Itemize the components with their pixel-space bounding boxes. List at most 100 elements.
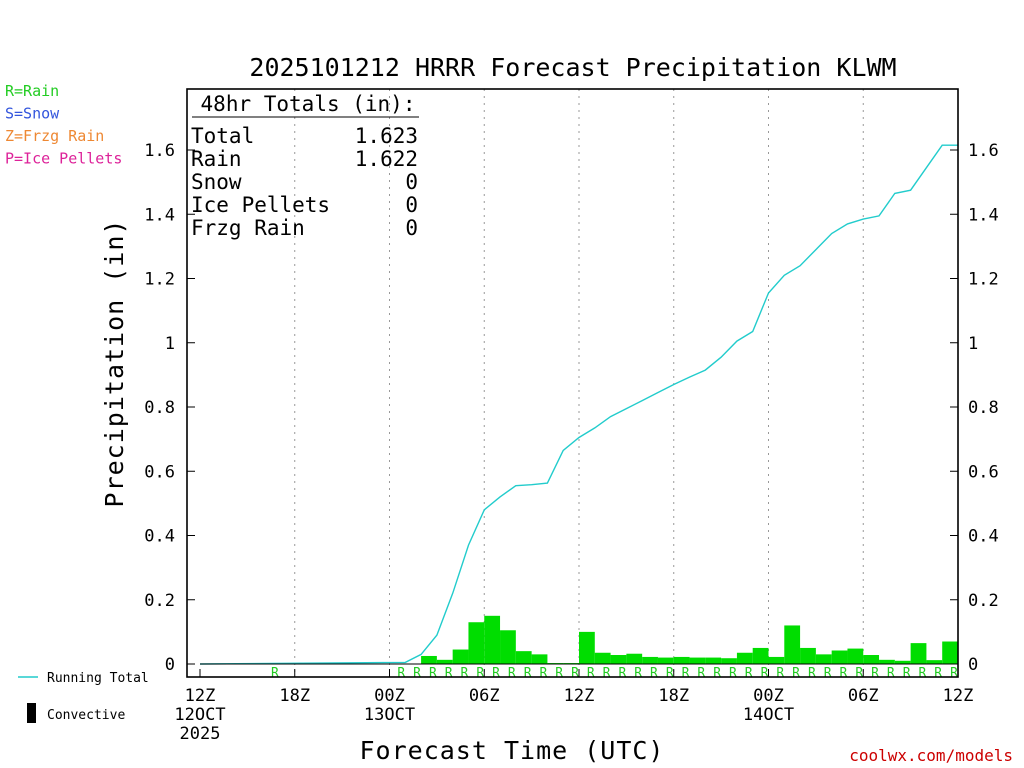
precip-bar bbox=[847, 648, 864, 664]
y-tick-label-left: 0 bbox=[165, 655, 175, 675]
ptype-marker: R bbox=[919, 666, 927, 681]
ptype-marker: R bbox=[713, 666, 721, 681]
ptype-marker: R bbox=[840, 666, 848, 681]
y-tick-label-right: 0.4 bbox=[968, 527, 999, 547]
precip-bar bbox=[484, 615, 501, 664]
totals-label: Frzg Rain bbox=[191, 216, 305, 240]
totals-label: Rain bbox=[191, 147, 242, 171]
ptype-marker: R bbox=[666, 666, 674, 681]
ptype-marker: R bbox=[792, 666, 800, 681]
precip-bar bbox=[657, 657, 674, 664]
y-tick-label-left: 0.6 bbox=[144, 462, 175, 482]
convective-legend: Convective bbox=[47, 708, 125, 723]
y-tick-label-right: 1.6 bbox=[968, 141, 999, 161]
y-tick-label-left: 1 bbox=[165, 334, 175, 354]
precip-bar bbox=[673, 656, 690, 664]
precip-bar bbox=[642, 656, 658, 664]
y-tick-label-right: 0.6 bbox=[968, 462, 999, 482]
ptype-marker: R bbox=[808, 666, 816, 681]
ptype-marker: R bbox=[934, 666, 942, 681]
y-tick-label-right: 0 bbox=[968, 655, 978, 675]
precip-bar bbox=[421, 655, 437, 664]
precip-bar bbox=[800, 647, 816, 664]
ptype-marker: R bbox=[855, 666, 863, 681]
chart-title: 2025101212 HRRR Forecast Precipitation K… bbox=[249, 53, 896, 82]
ptype-marker: R bbox=[476, 666, 484, 681]
x-tick-label: 13OCT bbox=[364, 705, 415, 725]
precip-bar bbox=[910, 643, 927, 664]
precip-bar bbox=[942, 641, 958, 664]
ptype-marker: R bbox=[776, 666, 784, 681]
ptype-marker: R bbox=[587, 666, 595, 681]
x-tick-label: 18Z bbox=[279, 686, 310, 706]
ptype-marker: R bbox=[508, 666, 516, 681]
ptype-marker: R bbox=[745, 666, 753, 681]
ptype-marker: R bbox=[697, 666, 705, 681]
ptype-legend-item: Z=Frzg Rain bbox=[5, 127, 104, 145]
x-tick-label: 2025 bbox=[180, 724, 221, 744]
x-tick-label: 12OCT bbox=[174, 705, 225, 725]
x-tick-label: 18Z bbox=[658, 686, 689, 706]
y-tick-label-left: 1.4 bbox=[144, 205, 175, 225]
precip-bar bbox=[815, 654, 832, 664]
ptype-marker: R bbox=[603, 666, 611, 681]
x-tick-label: 06Z bbox=[469, 686, 500, 706]
convective-swatch bbox=[27, 703, 36, 723]
x-axis-label: Forecast Time (UTC) bbox=[360, 736, 665, 765]
ptype-marker: R bbox=[445, 666, 453, 681]
x-tick-label: 12Z bbox=[943, 686, 974, 706]
totals-value: 1.623 bbox=[355, 124, 418, 148]
ptype-legend-item: R=Rain bbox=[5, 82, 59, 100]
precip-bar bbox=[500, 630, 516, 664]
x-tick-label: 14OCT bbox=[743, 705, 794, 725]
x-tick-label: 00Z bbox=[753, 686, 784, 706]
y-tick-label-left: 0.8 bbox=[144, 398, 175, 418]
totals-label: Total bbox=[191, 124, 254, 148]
credit-text: coolwx.com/models bbox=[849, 746, 1013, 765]
ptype-marker: R bbox=[524, 666, 532, 681]
precip-bar bbox=[831, 650, 848, 664]
ptype-marker: R bbox=[634, 666, 642, 681]
precip-bar bbox=[626, 653, 643, 664]
ptype-legend-item: P=Ice Pellets bbox=[5, 150, 122, 168]
y-tick-label-right: 0.2 bbox=[968, 591, 999, 611]
ptype-marker: R bbox=[682, 666, 690, 681]
precip-bar bbox=[863, 655, 880, 664]
precip-bar bbox=[594, 652, 611, 664]
y-axis-right: 0 0.2 0.4 0.6 0.8 1 1.2 1.4 1.6 bbox=[950, 141, 999, 675]
precip-bar bbox=[736, 652, 753, 664]
totals-label: Snow bbox=[191, 170, 242, 194]
precip-bar bbox=[515, 651, 532, 664]
precip-bar bbox=[784, 625, 801, 664]
ptype-marker: R bbox=[761, 666, 769, 681]
totals-value: 0 bbox=[405, 216, 418, 240]
precip-bar bbox=[752, 647, 769, 664]
ptype-marker: R bbox=[413, 666, 421, 681]
precip-bar bbox=[689, 657, 706, 664]
totals-label: Ice Pellets bbox=[191, 193, 330, 217]
totals-value: 0 bbox=[405, 170, 418, 194]
ptype-marker: R bbox=[950, 666, 958, 681]
precip-bar bbox=[468, 622, 485, 664]
precip-bar bbox=[452, 649, 469, 664]
y-tick-label-left: 1.2 bbox=[144, 270, 175, 290]
y-axis-left: 0 0.2 0.4 0.6 0.8 1 1.2 1.4 1.6 bbox=[144, 141, 195, 675]
ptype-marker: R bbox=[824, 666, 832, 681]
precip-bar bbox=[531, 654, 548, 664]
running-total-line bbox=[199, 144, 958, 665]
running-total-legend: Running Total bbox=[47, 671, 149, 686]
y-axis-label: Precipitation (in) bbox=[100, 219, 129, 508]
precip-bar bbox=[436, 659, 453, 664]
precip-bar bbox=[926, 660, 943, 664]
precip-bar bbox=[579, 631, 595, 664]
ptype-marker: R bbox=[729, 666, 737, 681]
precip-bar bbox=[879, 659, 895, 664]
y-tick-label-left: 1.6 bbox=[144, 141, 175, 161]
precip-bar bbox=[894, 660, 911, 664]
precip-bar bbox=[610, 655, 627, 664]
grid-lines bbox=[294, 89, 864, 677]
y-tick-label-right: 1.2 bbox=[968, 270, 999, 290]
